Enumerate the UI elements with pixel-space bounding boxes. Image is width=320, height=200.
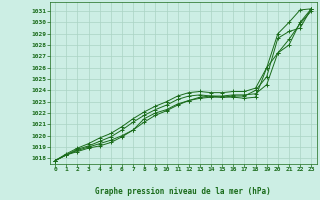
Text: Graphe pression niveau de la mer (hPa): Graphe pression niveau de la mer (hPa) [94,187,270,196]
